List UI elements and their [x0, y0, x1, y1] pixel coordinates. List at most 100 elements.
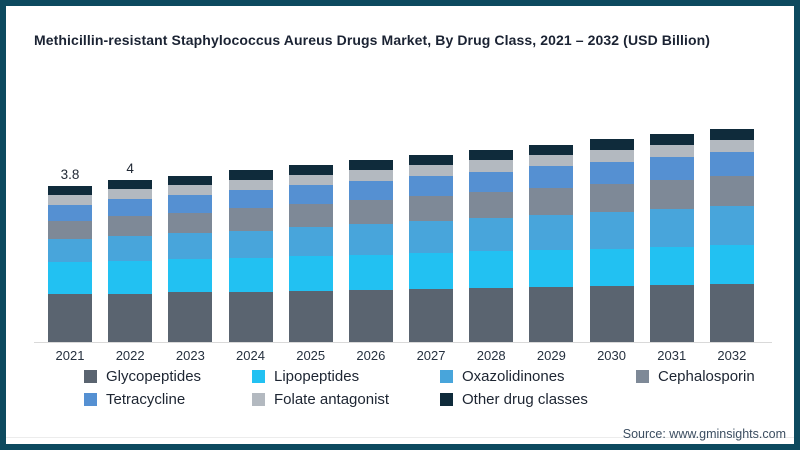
legend-swatch-icon [440, 393, 453, 406]
bar-segment-glycopeptides [709, 283, 754, 342]
bar-segment-cephalosporin [409, 196, 454, 222]
x-tick-2029: 2029 [536, 348, 566, 363]
bar-segment-oxazolidinones [348, 224, 393, 255]
bar-segment-other-drug-classes [709, 128, 754, 140]
x-tick-2021: 2021 [55, 348, 85, 363]
bar-segment-other-drug-classes [649, 134, 694, 146]
x-tick-2024: 2024 [236, 348, 265, 363]
bar-segment-folate-antagonist [709, 139, 754, 153]
legend-item-other-drug-classes: Other drug classes [440, 390, 636, 409]
x-tick-2032: 2032 [717, 348, 747, 363]
bar-column-2028 [469, 149, 514, 342]
legend-item-glycopeptides: Glycopeptides [84, 367, 252, 386]
bar-segment-oxazolidinones [529, 214, 574, 250]
bar-column-2032 [709, 128, 754, 342]
bar-segment-tetracycline [709, 152, 754, 176]
bar-column-2023 [168, 176, 213, 342]
bar-stack-2026 [348, 159, 393, 342]
bar-segment-oxazolidinones [469, 218, 514, 252]
bar-stack-2028 [469, 149, 514, 342]
bar-segment-lipopeptides [709, 245, 754, 284]
bar-segment-cephalosporin [228, 208, 273, 231]
bar-segment-tetracycline [228, 190, 273, 209]
bar-stack-2031 [649, 134, 694, 342]
x-tick-2022: 2022 [115, 348, 145, 363]
bar-segment-tetracycline [108, 199, 153, 217]
bar-segment-folate-antagonist [288, 174, 333, 186]
legend-label: Cephalosporin [658, 368, 755, 385]
bar-stack-2022 [108, 180, 153, 342]
bar-segment-other-drug-classes [469, 149, 514, 161]
bar-segment-oxazolidinones [108, 236, 153, 261]
bar-segment-other-drug-classes [288, 165, 333, 175]
bar-stack-2027 [409, 155, 454, 342]
bar-stack-2021 [48, 186, 92, 342]
bar-segment-oxazolidinones [48, 239, 92, 263]
bar-column-2031 [649, 134, 694, 342]
bar-segment-cephalosporin [48, 220, 92, 240]
legend-item-tetracycline: Tetracycline [84, 390, 252, 409]
bar-stack-2025 [288, 165, 333, 342]
bar-segment-other-drug-classes [589, 139, 634, 150]
bar-segment-oxazolidinones [288, 227, 333, 257]
bar-segment-tetracycline [649, 157, 694, 180]
legend-label: Tetracycline [106, 391, 186, 408]
bar-segment-lipopeptides [529, 249, 574, 287]
bar-segment-glycopeptides [589, 285, 634, 342]
bar-segment-other-drug-classes [529, 144, 574, 155]
bar-segment-glycopeptides [469, 287, 514, 342]
bar-segment-cephalosporin [589, 183, 634, 213]
bar-segment-folate-antagonist [649, 145, 694, 158]
bar-segment-glycopeptides [649, 284, 694, 342]
x-tick-2030: 2030 [597, 348, 626, 363]
bar-segment-folate-antagonist [469, 160, 514, 172]
bar-value-label-2022: 4 [126, 160, 134, 176]
bar-segment-lipopeptides [168, 259, 213, 293]
footer-divider [6, 437, 794, 438]
bar-segment-cephalosporin [108, 216, 153, 237]
legend-item-oxazolidinones: Oxazolidinones [440, 367, 636, 386]
x-tick-2026: 2026 [356, 348, 386, 363]
source-credit: Source: www.gminsights.com [622, 427, 786, 441]
bars-row: 3.8 4 [48, 116, 754, 342]
bar-segment-oxazolidinones [228, 230, 273, 259]
bar-segment-oxazolidinones [649, 208, 694, 247]
bar-column-2021: 3.8 [48, 168, 92, 342]
bar-stack-2029 [529, 144, 574, 342]
bar-column-2024 [228, 170, 273, 342]
legend-item-lipopeptides: Lipopeptides [252, 367, 440, 386]
bar-segment-tetracycline [469, 171, 514, 193]
bar-segment-cephalosporin [348, 200, 393, 225]
bar-segment-other-drug-classes [228, 170, 273, 180]
bar-segment-lipopeptides [409, 253, 454, 289]
bar-segment-folate-antagonist [529, 154, 574, 167]
bar-segment-folate-antagonist [589, 149, 634, 162]
bar-segment-lipopeptides [228, 258, 273, 292]
bar-segment-lipopeptides [108, 260, 153, 294]
bar-stack-2024 [228, 170, 273, 342]
bar-column-2025 [288, 165, 333, 342]
bar-column-2029 [529, 144, 574, 342]
bar-segment-glycopeptides [48, 294, 92, 342]
bar-segment-oxazolidinones [709, 205, 754, 246]
bar-segment-folate-antagonist [168, 185, 213, 196]
legend-label: Oxazolidinones [462, 368, 565, 385]
bar-segment-tetracycline [288, 185, 333, 205]
bar-segment-cephalosporin [709, 175, 754, 206]
bar-segment-glycopeptides [108, 293, 153, 342]
bar-segment-cephalosporin [469, 192, 514, 219]
bar-segment-oxazolidinones [168, 233, 213, 260]
bar-segment-cephalosporin [288, 204, 333, 228]
bar-column-2027 [409, 155, 454, 342]
bar-column-2030 [589, 139, 634, 342]
x-tick-2023: 2023 [175, 348, 205, 363]
legend-swatch-icon [440, 370, 453, 383]
bar-segment-folate-antagonist [108, 189, 153, 200]
bar-segment-glycopeptides [409, 288, 454, 342]
bar-stack-2030 [589, 139, 634, 342]
legend-swatch-icon [252, 393, 265, 406]
x-tick-2027: 2027 [416, 348, 446, 363]
bar-segment-lipopeptides [589, 248, 634, 286]
bar-segment-lipopeptides [288, 256, 333, 291]
